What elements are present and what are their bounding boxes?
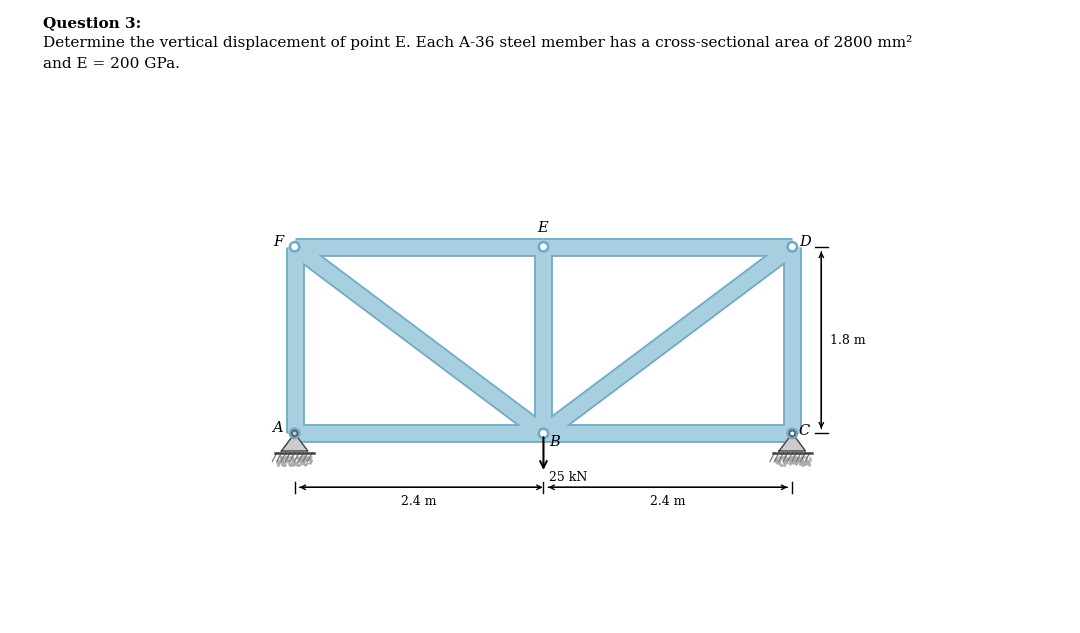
Circle shape — [787, 429, 797, 438]
Text: 2.4 m: 2.4 m — [402, 494, 436, 508]
Text: Question 3:: Question 3: — [43, 16, 141, 30]
Polygon shape — [282, 434, 308, 451]
Circle shape — [289, 429, 299, 438]
Text: F: F — [273, 235, 283, 249]
Circle shape — [292, 430, 297, 436]
Text: 2.4 m: 2.4 m — [650, 494, 686, 508]
Text: A: A — [272, 421, 283, 436]
Circle shape — [539, 242, 549, 251]
Circle shape — [539, 429, 549, 438]
Text: Determine the vertical displacement of point E. Each A-36 steel member has a cro: Determine the vertical displacement of p… — [43, 35, 913, 50]
Text: 25 kN: 25 kN — [549, 471, 588, 484]
Text: 1.8 m: 1.8 m — [829, 334, 865, 347]
Text: and E = 200 GPa.: and E = 200 GPa. — [43, 57, 180, 71]
Circle shape — [787, 242, 797, 251]
Text: D: D — [799, 235, 811, 249]
Circle shape — [289, 242, 299, 251]
Text: B: B — [550, 436, 561, 449]
Polygon shape — [779, 434, 806, 451]
Circle shape — [789, 430, 795, 436]
Text: C: C — [798, 424, 809, 438]
Text: E: E — [537, 222, 548, 235]
